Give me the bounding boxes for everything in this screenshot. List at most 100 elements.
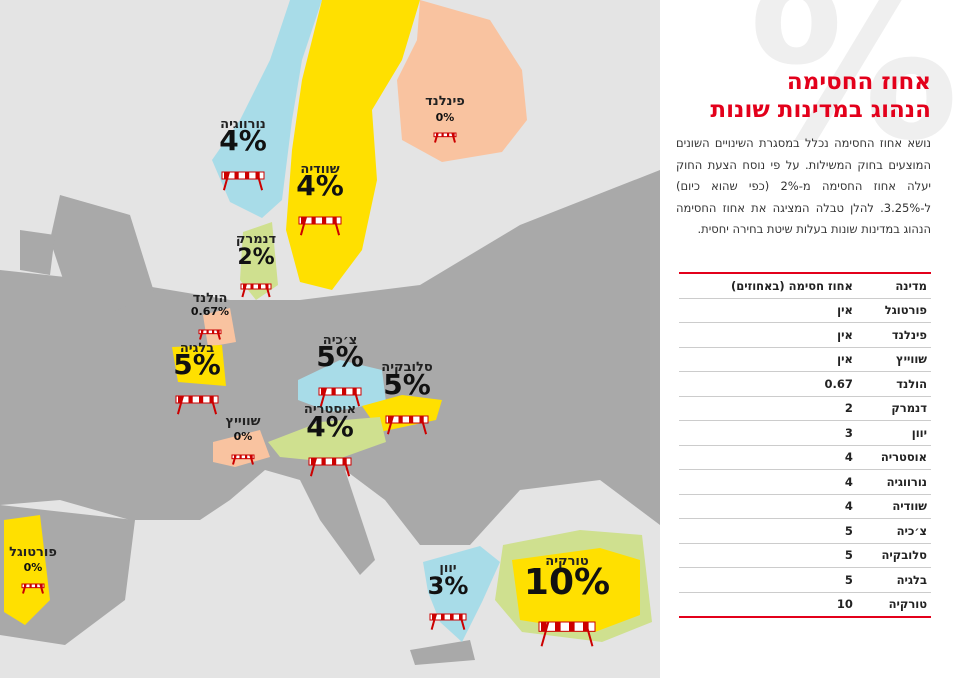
barrier-leg <box>420 415 428 435</box>
barrier-stripe <box>178 396 183 403</box>
barrier-stripe <box>245 455 248 459</box>
barrier-leg <box>241 283 247 298</box>
table-row: בלגיה 5 <box>679 567 931 593</box>
barrier-leg <box>430 613 437 630</box>
barrier-leg <box>210 395 218 415</box>
barrier-leg <box>343 457 351 477</box>
country-name: הולנד <box>193 291 228 306</box>
barrier-leg <box>451 132 456 143</box>
title-line: אחוז החסימה <box>786 69 931 95</box>
country-name: אוסטריה <box>304 402 356 417</box>
barrier-stripe <box>332 458 337 465</box>
country-cell: יוון <box>856 420 931 446</box>
country-percent: 5% <box>316 340 364 373</box>
table-row: פינלנד אין <box>679 322 931 348</box>
country-cell: בלגיה <box>856 567 931 593</box>
barrier-stripe <box>441 614 445 620</box>
barrier-icon <box>318 387 362 407</box>
barrier-stripe <box>245 172 250 179</box>
barrier-icon <box>175 395 219 415</box>
barrier-leg <box>459 613 466 630</box>
table-row: שווייץ אין <box>679 347 931 372</box>
barrier-stripe <box>234 172 239 179</box>
barrier-icon <box>433 132 457 143</box>
barrier-icon <box>308 457 352 477</box>
threshold-cell: 4 <box>679 494 857 519</box>
country-percent: 2% <box>237 245 274 270</box>
country-cell: נורווגיה <box>856 469 931 495</box>
barrier-stripe <box>206 330 209 334</box>
barrier-leg <box>176 395 184 415</box>
austria <box>268 417 386 462</box>
switzerland <box>213 430 270 467</box>
table-body: פורטוגל אין פינלנד אין שווייץ אין הולנד 0.67 דנמ… <box>679 298 931 618</box>
barrier-leg <box>232 454 237 465</box>
country-percent: 0% <box>436 111 455 124</box>
country-name: פינלנד <box>425 94 465 109</box>
barrier-icon <box>538 621 596 647</box>
table-row: אוסטריה 4 <box>679 445 931 470</box>
country-cell: הולנד <box>856 371 931 397</box>
country-cell: אוסטריה <box>856 445 931 470</box>
map: נורווגיה4%שוודיה4%פינלנד0%דנמרק2%הולנד0.… <box>0 0 660 678</box>
barrier-leg <box>249 454 254 465</box>
title: אחוז החסימה הנהוג במדינות שונות <box>710 68 931 124</box>
country-cell: טורקיה <box>856 592 931 618</box>
barrier-stripe <box>342 388 347 395</box>
barrier-icon <box>231 454 255 465</box>
country-name: שווייץ <box>225 414 260 429</box>
barrier-bar <box>318 387 362 396</box>
netherlands <box>203 308 236 347</box>
threshold-cell: 4 <box>679 445 857 470</box>
country-percent: 4% <box>219 124 267 157</box>
barrier-leg <box>353 387 361 407</box>
barrier-bar <box>308 457 352 466</box>
threshold-cell: 0.67 <box>679 371 857 397</box>
country-cell: שווייץ <box>856 347 931 372</box>
country-name: נורווגיה <box>220 117 266 132</box>
barrier-leg <box>584 621 594 647</box>
barrier-stripe <box>199 396 204 403</box>
threshold-cell: 5 <box>679 567 857 593</box>
barrier-leg <box>216 329 221 340</box>
barrier-leg <box>386 415 394 435</box>
title-line: הנהוג במדינות שונות <box>710 97 931 123</box>
barrier-stripe <box>239 455 242 459</box>
barrier-stripe <box>212 330 215 334</box>
barrier-stripe <box>311 458 316 465</box>
country-cell: שוודיה <box>856 494 931 519</box>
country-name: יוון <box>439 561 456 576</box>
barrier-stripe <box>224 172 229 179</box>
table-row: דנמרק 2 <box>679 396 931 421</box>
barrier-stripe <box>35 584 38 588</box>
belgium <box>172 345 226 386</box>
barrier-leg <box>265 283 271 298</box>
table-header-row: מדינה אחוז חסימה (באחוזים) <box>679 273 931 299</box>
threshold-cell: 4 <box>679 469 857 495</box>
barrier-bar <box>538 621 596 632</box>
barrier-leg <box>222 171 230 191</box>
country-name: פורטוגל <box>9 545 57 560</box>
barrier-bar <box>240 283 272 290</box>
country-name: סלובקיה <box>381 360 433 375</box>
barrier-stripe <box>441 133 444 137</box>
barrier-leg <box>256 171 264 191</box>
barrier-stripe <box>321 458 326 465</box>
barrier-stripe <box>311 217 316 224</box>
country-name: צ׳כיה <box>323 333 357 348</box>
threshold-cell: 5 <box>679 518 857 544</box>
barrier-leg <box>39 583 44 594</box>
table-row: צ׳כיה 5 <box>679 518 931 544</box>
country-cell: דנמרק <box>856 396 931 421</box>
country-name: דנמרק <box>236 232 277 247</box>
description: נושא אחוז החסימה נכלל במסגרת השינויים הש… <box>676 136 931 236</box>
barrier-stripe <box>432 614 436 620</box>
barrier-icon <box>298 216 342 236</box>
country-percent: 10% <box>524 562 610 603</box>
barrier-bar <box>198 329 222 335</box>
table-header: מדינה <box>856 273 931 299</box>
table-row: יוון 3 <box>679 420 931 446</box>
country-percent: 4% <box>296 169 344 202</box>
barrier-bar <box>21 583 45 589</box>
